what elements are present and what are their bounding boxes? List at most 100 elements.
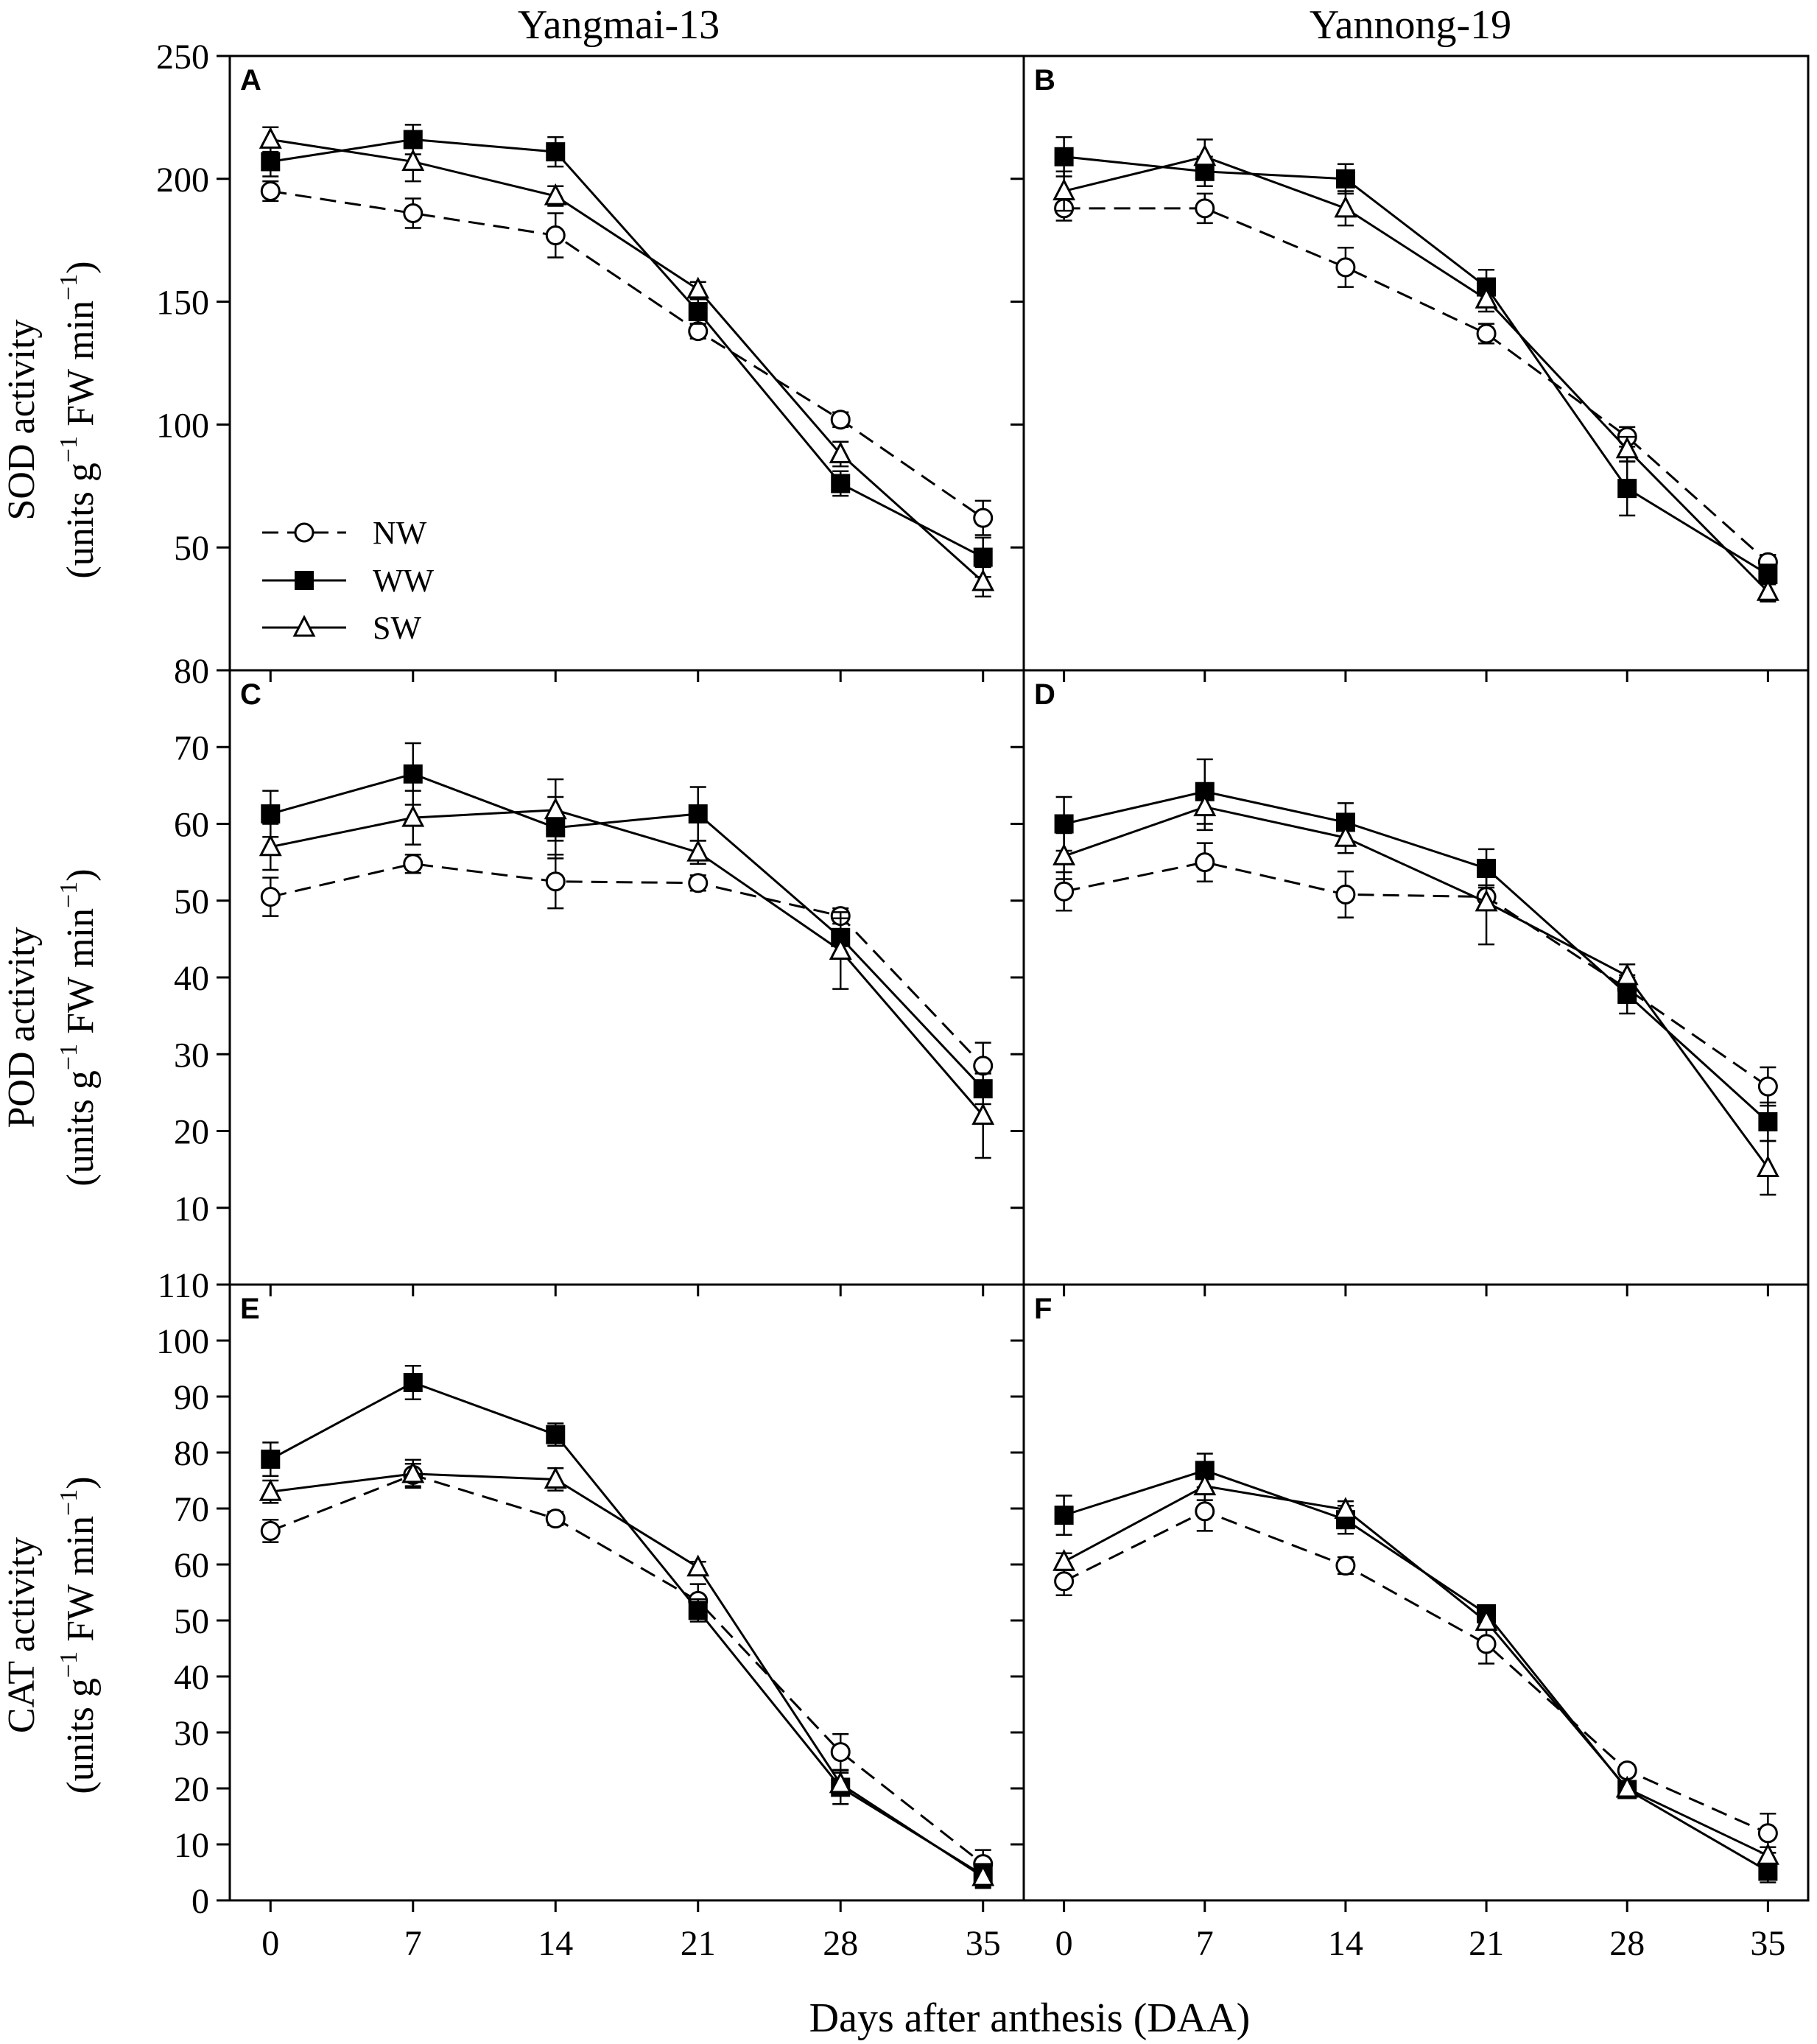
panel-b-frame [1022,55,1810,672]
data-point-sw [1193,1473,1217,1496]
y-tick-label-e: 90 [174,1378,209,1417]
y-tick-label-a: 100 [156,406,209,445]
data-point-ww [261,152,281,172]
data-point-ww [688,301,708,321]
data-point-nw [545,1509,566,1529]
legend-nw-marker [294,522,314,543]
data-point-sw [1756,1155,1779,1178]
series-line-sw [1063,1485,1769,1857]
data-point-sw [686,1554,710,1577]
row-label-pod: POD activity (units g−1 FW min−1) [1,868,102,1186]
data-point-sw [971,569,995,591]
row-label-pod-unit: (units g−1 FW min−1) [55,868,102,1186]
y-tick-label-e: 80 [174,1434,209,1473]
data-point-nw [1195,852,1215,873]
y-tick-label-c: 50 [174,882,209,921]
data-point-sw [686,839,710,862]
data-point-ww [546,1425,566,1444]
data-point-ww [403,764,423,784]
series-line-ww [270,1381,984,1877]
series-ww-b [1054,136,1778,586]
panel-c: C 10 20 30 40 50 60 70 80 [174,652,1025,1296]
series-line-nw [270,189,984,519]
y-tick-label-e: 30 [174,1714,209,1753]
series-line-sw [270,1472,984,1878]
data-point-sw [401,1461,425,1483]
panels: A50100150200250BC1020304050607080DE01020… [156,38,1810,1963]
series-line-nw [1063,1510,1768,1835]
series-nw-d [1054,842,1778,1107]
panel-f-letter: F [1034,1293,1052,1325]
panel-f: F 0 7 14 21 28 35 [1011,1283,1810,1963]
data-point-ww [1617,479,1637,499]
data-point-nw [260,887,281,907]
data-point-sw [686,276,710,299]
legend-nw-label: NW [373,515,427,551]
series-nw-c [260,853,994,1090]
y-tick-label-a: 250 [156,38,209,77]
row-label-cat-metric: CAT activity [1,1537,43,1733]
series-ww-f [1054,1453,1778,1883]
data-point-nw [260,180,281,201]
data-point-ww [973,547,993,567]
series-sw-a [259,126,995,598]
panel-c-frame [228,669,1025,1286]
data-point-ww [1054,814,1074,834]
data-point-ww [1758,1861,1778,1881]
panel-e-frame [228,1283,1025,1902]
series-line-sw [270,809,984,1117]
data-point-ww [261,1450,281,1469]
series-line-ww [1064,1469,1769,1872]
data-point-ww [403,1373,423,1392]
series-sw-b [1052,138,1779,603]
series-line-nw [270,863,984,1067]
column-title-right: Yannong-19 [1310,2,1511,48]
series-line-ww [270,773,984,1090]
data-point-sw [971,1103,995,1125]
data-point-sw [401,804,425,827]
data-point-nw [1335,884,1356,905]
data-point-nw [1757,1076,1778,1097]
row-label-cat-unit: (units g−1 FW min−1) [55,1476,102,1794]
x-tick-label-f: 7 [1196,1924,1214,1963]
data-point-ww [1054,147,1074,166]
data-point-nw [1195,1501,1215,1522]
data-point-nw [1195,198,1215,219]
series-ww-d [1054,758,1778,1142]
y-tick-label-c: 10 [174,1190,209,1229]
data-point-nw [1476,323,1497,344]
data-point-nw [830,410,851,430]
data-point-sw [544,797,567,820]
data-point-nw [973,508,994,528]
y-tick-label-a: 200 [156,161,209,200]
panel-e: E 0 10 20 30 40 50 60 70 80 90 100 110 0 7 14 21 28 35 [156,1266,1025,1963]
panel-d: D [1011,669,1810,1296]
series-sw-c [259,778,995,1159]
y-tick-label-e: 40 [174,1658,209,1697]
series-line-sw [1064,806,1769,1169]
data-point-sw [971,1864,995,1886]
data-point-nw [1335,257,1356,278]
data-point-nw [260,1520,281,1541]
x-tick-label-f: 28 [1609,1924,1645,1963]
legend-sw-marker [292,614,316,637]
data-point-ww [1758,1111,1778,1131]
series-line-sw [1064,155,1769,593]
data-point-sw [544,183,567,206]
legend-ww-label: WW [373,563,435,599]
series-line-ww [270,138,984,558]
data-point-sw [1615,1775,1639,1798]
y-tick-label-e: 10 [174,1826,209,1865]
data-point-nw [403,854,424,874]
y-tick-label-c: 30 [174,1036,209,1075]
series-line-sw [270,138,984,583]
x-tick-label-e: 0 [261,1924,279,1963]
data-point-ww [261,804,281,823]
panel-d-letter: D [1034,678,1055,711]
x-tick-label-f: 0 [1055,1924,1073,1963]
panel-a-letter: A [240,64,261,96]
panel-c-letter: C [240,678,261,711]
data-point-sw [259,834,282,857]
x-tick-label-e: 35 [966,1924,1001,1963]
